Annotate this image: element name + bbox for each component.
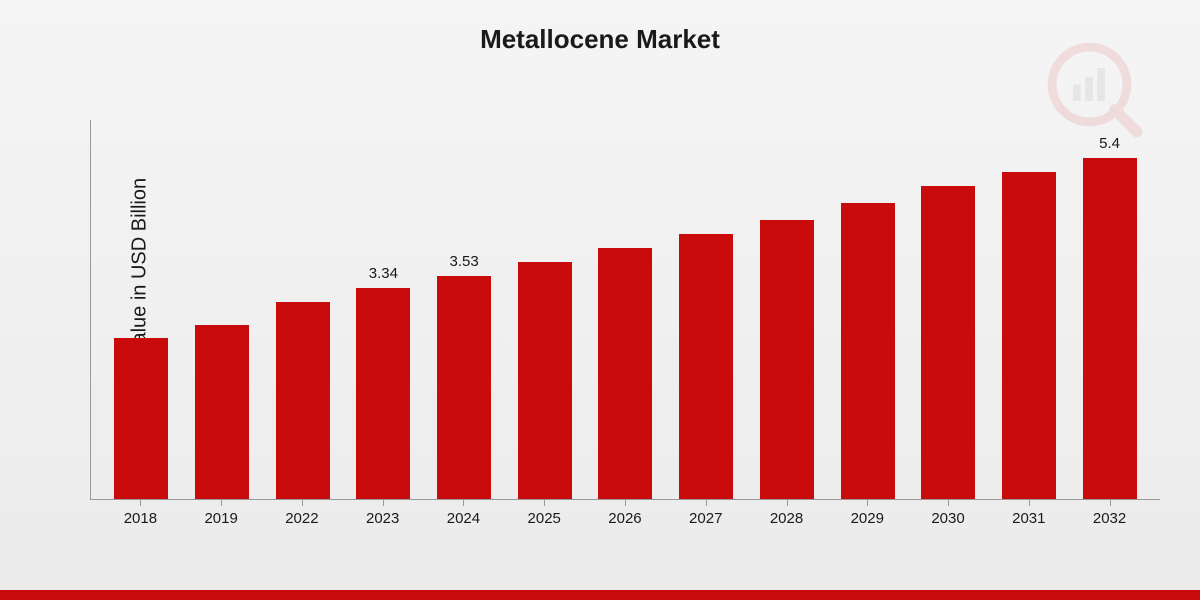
bar-group (182, 120, 263, 499)
x-axis-label: 2028 (746, 500, 827, 540)
chart-title: Metallocene Market (0, 0, 1200, 55)
bar (114, 338, 168, 499)
bar (195, 325, 249, 499)
bar-group (666, 120, 747, 499)
x-axis-label: 2031 (988, 500, 1069, 540)
bar-group (747, 120, 828, 499)
bar-group (101, 120, 182, 499)
chart-container: 3.34 3.53 5.4 2018201920222023202420252026… (90, 100, 1160, 540)
bar-group: 3.53 (424, 120, 505, 499)
x-axis-label: 2026 (585, 500, 666, 540)
bar-group: 3.34 (343, 120, 424, 499)
bar-group (908, 120, 989, 499)
x-tick (948, 500, 949, 506)
bar-value-label: 5.4 (1099, 135, 1120, 152)
bar (760, 220, 814, 499)
x-tick (463, 500, 464, 506)
x-axis-labels: 2018201920222023202420252026202720282029… (90, 500, 1160, 540)
bar (1083, 158, 1137, 499)
plot-area: 3.34 3.53 5.4 (90, 120, 1160, 500)
bar-group: 5.4 (1069, 120, 1150, 499)
x-tick (706, 500, 707, 506)
bar (356, 288, 410, 499)
bar-value-label: 3.53 (449, 253, 478, 270)
x-axis-label: 2018 (100, 500, 181, 540)
x-axis-label: 2024 (423, 500, 504, 540)
bar (518, 262, 572, 499)
x-axis-label: 2030 (908, 500, 989, 540)
x-axis-label: 2025 (504, 500, 585, 540)
x-axis-label: 2023 (342, 500, 423, 540)
bar-group (827, 120, 908, 499)
bar-value-label: 3.34 (369, 265, 398, 282)
x-tick (221, 500, 222, 506)
bar (921, 186, 975, 499)
bar (679, 234, 733, 499)
x-axis-label: 2032 (1069, 500, 1150, 540)
x-tick (787, 500, 788, 506)
x-axis-label: 2029 (827, 500, 908, 540)
x-axis-label: 2022 (262, 500, 343, 540)
x-tick (140, 500, 141, 506)
bars-wrapper: 3.34 3.53 5.4 (91, 120, 1160, 499)
x-tick (867, 500, 868, 506)
x-tick (383, 500, 384, 506)
bar-group (262, 120, 343, 499)
x-tick (1110, 500, 1111, 506)
footer-bar (0, 590, 1200, 600)
x-tick (544, 500, 545, 506)
x-tick (302, 500, 303, 506)
bar (598, 248, 652, 499)
x-axis-label: 2027 (665, 500, 746, 540)
bar (437, 276, 491, 499)
bar-group (585, 120, 666, 499)
bar (841, 203, 895, 499)
x-tick (1029, 500, 1030, 506)
x-tick (625, 500, 626, 506)
x-axis-label: 2019 (181, 500, 262, 540)
bar-group (989, 120, 1070, 499)
bar-group (504, 120, 585, 499)
bar (276, 302, 330, 499)
bar (1002, 172, 1056, 499)
